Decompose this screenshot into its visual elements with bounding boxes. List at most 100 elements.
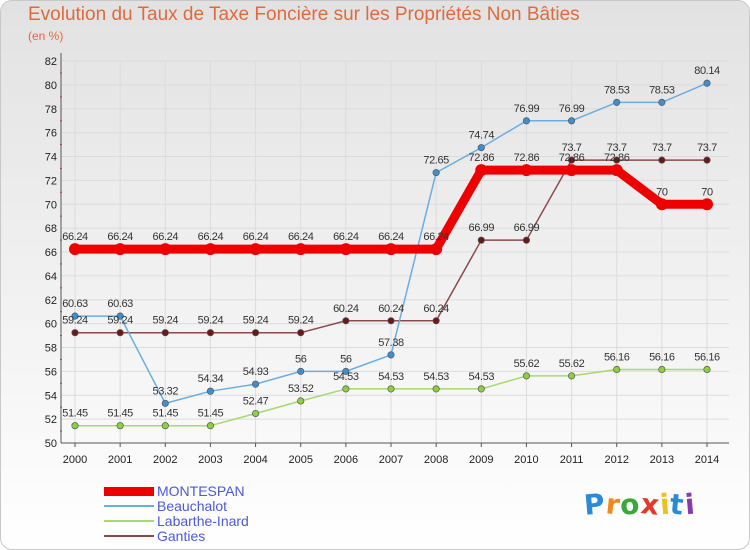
data-label: 66.24: [378, 231, 404, 243]
data-point: [568, 156, 576, 164]
x-tick-label: 2005: [288, 454, 312, 466]
data-point: [116, 312, 124, 320]
data-point: [475, 164, 488, 177]
data-label: 74.74: [469, 130, 495, 142]
data-point: [703, 79, 711, 87]
data-label: 60.63: [107, 298, 133, 310]
data-point: [701, 198, 713, 211]
data-label: 72.86: [559, 152, 585, 164]
y-tick-label: 68: [45, 223, 57, 235]
data-point: [658, 98, 666, 106]
data-point: [249, 243, 262, 256]
x-tick-label: 2008: [424, 454, 448, 466]
data-point: [658, 156, 666, 164]
data-label: 60.24: [378, 303, 404, 315]
y-tick-label: 52: [45, 414, 57, 426]
y-tick-label: 74: [45, 152, 57, 164]
data-point: [161, 399, 169, 407]
data-label: 54.34: [198, 373, 224, 385]
data-label: 54.53: [469, 371, 495, 383]
data-point: [658, 365, 666, 374]
data-label: 56: [295, 353, 307, 365]
data-label: 66.24: [423, 231, 449, 243]
data-point: [432, 385, 440, 393]
data-label: 60.63: [62, 298, 88, 310]
data-label: 73.7: [697, 142, 717, 154]
data-point: [387, 385, 395, 393]
data-label: 70: [701, 186, 713, 198]
data-point: [432, 317, 440, 325]
x-tick-label: 2002: [153, 454, 177, 466]
proxiti-logo: Proxiti: [583, 487, 697, 522]
data-label: 66.24: [62, 231, 88, 243]
data-point: [568, 117, 576, 125]
data-point: [522, 117, 530, 125]
x-tick-label: 2006: [334, 454, 358, 466]
data-point: [297, 367, 305, 375]
data-label: 59.24: [198, 315, 224, 327]
x-tick-label: 2011: [560, 454, 584, 466]
x-tick-label: 2014: [695, 454, 719, 466]
data-point: [565, 164, 578, 177]
data-label: 66.24: [243, 231, 269, 243]
x-tick-label: 2001: [108, 454, 132, 466]
data-label: 59.24: [62, 315, 88, 327]
y-tick-label: 66: [45, 247, 57, 259]
legend-label: Labarthe-Inard: [157, 513, 249, 529]
data-point: [520, 164, 533, 177]
y-tick-label: 80: [45, 80, 57, 92]
data-point: [71, 312, 79, 320]
data-point: [206, 422, 214, 430]
legend-swatch: [104, 505, 154, 507]
data-label: 53.52: [288, 383, 314, 395]
data-label: 72.86: [604, 152, 630, 164]
y-tick-label: 70: [45, 199, 57, 211]
data-point: [159, 243, 172, 256]
data-label: 66.24: [198, 231, 224, 243]
x-tick-label: 2010: [514, 454, 538, 466]
data-label: 59.24: [107, 315, 133, 327]
data-point: [252, 409, 260, 418]
data-label: 72.86: [469, 152, 495, 164]
y-tick-label: 78: [45, 104, 57, 116]
y-tick-label: 50: [45, 438, 57, 450]
data-label: 70: [656, 186, 668, 198]
data-label: 56.16: [694, 351, 720, 363]
data-label: 54.53: [378, 371, 404, 383]
data-point: [71, 329, 79, 337]
data-label: 52.47: [243, 396, 269, 408]
data-point: [297, 397, 305, 405]
data-point: [116, 422, 124, 430]
data-label: 56: [340, 353, 352, 365]
data-point: [297, 329, 305, 337]
data-point: [294, 243, 307, 256]
data-label: 72.65: [423, 155, 449, 167]
data-point: [430, 243, 443, 256]
legend-swatch: [104, 535, 154, 537]
data-point: [703, 156, 711, 164]
data-point: [114, 243, 127, 256]
data-label: 57.38: [378, 337, 404, 349]
y-tick-label: 60: [45, 319, 57, 331]
x-tick-label: 2000: [63, 454, 87, 466]
data-label: 80.14: [694, 65, 720, 77]
data-point: [477, 385, 485, 393]
x-tick-label: 2007: [379, 454, 403, 466]
data-label: 51.45: [153, 408, 179, 420]
y-tick-label: 82: [45, 56, 57, 68]
data-label: 78.53: [604, 84, 630, 96]
y-tick-label: 76: [45, 128, 57, 140]
data-point: [161, 329, 169, 337]
data-point: [116, 329, 124, 337]
data-label: 73.7: [652, 142, 672, 154]
data-point: [610, 164, 623, 177]
data-point: [252, 329, 260, 337]
legend-label: MONTESPAN: [157, 483, 245, 499]
data-point: [613, 365, 621, 374]
data-point: [342, 385, 350, 393]
y-tick-label: 56: [45, 366, 57, 378]
data-label: 59.24: [243, 315, 269, 327]
data-label: 72.86: [514, 152, 540, 164]
data-label: 54.53: [333, 371, 359, 383]
